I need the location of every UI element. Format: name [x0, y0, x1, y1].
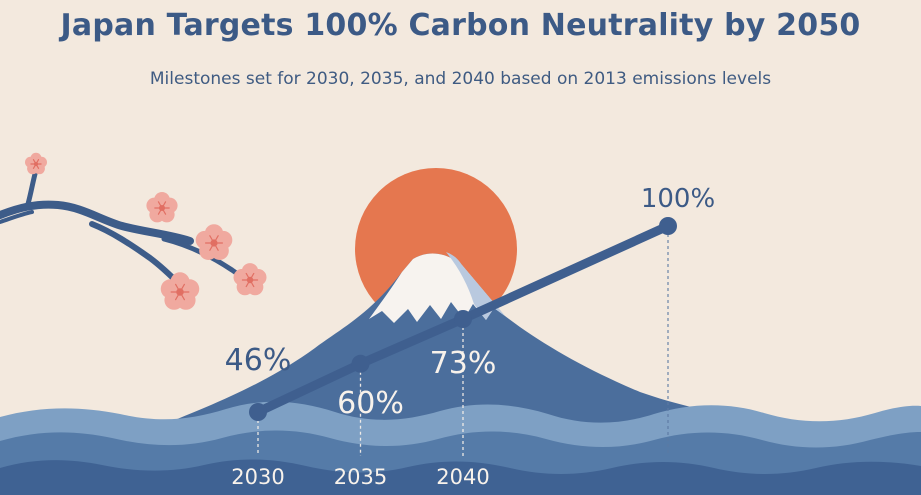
chart-subtitle: Milestones set for 2030, 2035, and 2040 …	[149, 69, 772, 89]
blossom-branch-main	[0, 200, 194, 245]
blossom-top	[25, 152, 47, 175]
blossom-branch-up	[25, 167, 39, 207]
point-2035	[351, 354, 370, 373]
blossom-branch-4	[233, 263, 267, 296]
mount-fuji-snow	[369, 253, 505, 323]
data-label-2050: 100%	[641, 184, 715, 214]
blossom-branch-1	[146, 192, 178, 223]
chart-title: Japan Targets 100% Carbon Neutrality by …	[60, 8, 861, 43]
blossom-branch-3	[160, 272, 200, 310]
wave-front	[0, 459, 921, 495]
point-2030	[249, 403, 267, 421]
data-label-2030: 46%	[225, 343, 292, 378]
chart-layer: 46% 60% 73% 100% 2030 2035 2040	[225, 184, 716, 489]
data-label-2035: 60%	[337, 386, 404, 421]
blossom-branch-2	[195, 224, 233, 260]
point-2040	[454, 310, 472, 328]
tick-label-2035: 2035	[334, 465, 387, 489]
tick-label-2030: 2030	[231, 465, 284, 489]
blossom-branch-tip	[0, 210, 34, 224]
point-2050	[659, 217, 677, 235]
cherry-blossoms	[25, 152, 267, 310]
series-line	[253, 221, 673, 417]
data-label-2040: 73%	[430, 346, 497, 381]
tick-label-2040: 2040	[436, 465, 489, 489]
